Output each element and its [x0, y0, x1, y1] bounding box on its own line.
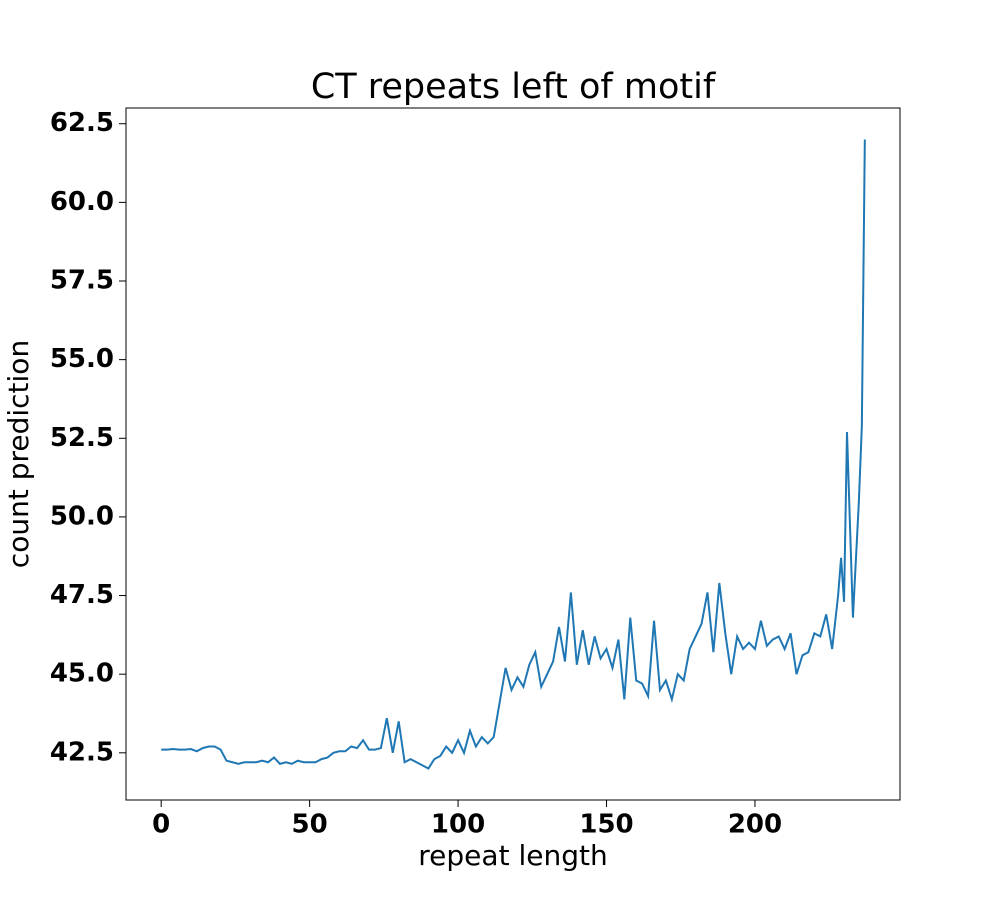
plot-frame [125, 107, 901, 801]
y-tick-label: 62.5 [50, 108, 114, 138]
chart-title: CT repeats left of motif [311, 67, 716, 107]
y-tick-label: 52.5 [50, 423, 114, 453]
y-tick-label: 60.0 [50, 187, 114, 217]
x-tick-label: 200 [728, 810, 782, 840]
data-line [161, 139, 866, 770]
y-tick-label: 55.0 [50, 344, 114, 374]
x-tick-label: 100 [431, 810, 485, 840]
y-tick-label: 50.0 [50, 501, 114, 531]
x-axis-label: repeat length [418, 839, 607, 872]
y-tick-label: 45.0 [50, 659, 114, 689]
y-tick-label: 57.5 [50, 266, 114, 296]
y-tick-label: 47.5 [50, 580, 114, 610]
x-tick-label: 50 [292, 810, 328, 840]
x-tick-label: 150 [579, 810, 633, 840]
x-tick-label: 0 [152, 810, 170, 840]
y-tick-label: 42.5 [50, 737, 114, 767]
y-axis-label: count prediction [2, 340, 35, 568]
